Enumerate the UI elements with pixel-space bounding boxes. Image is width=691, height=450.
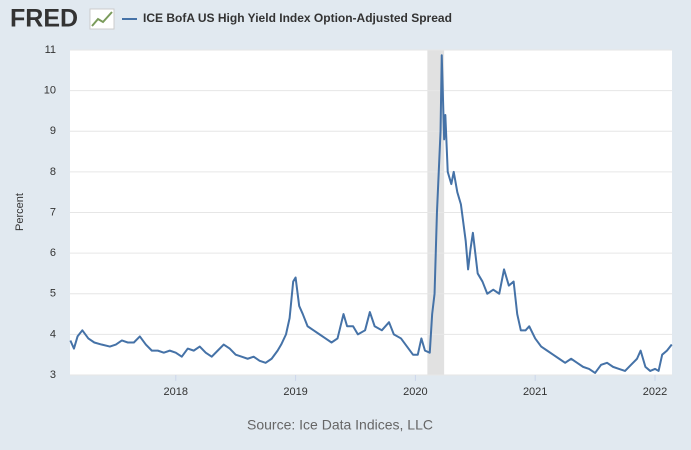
y-tick-label: 7 xyxy=(50,206,56,218)
y-tick-label: 6 xyxy=(50,247,56,259)
x-tick-label: 2021 xyxy=(523,386,547,398)
y-tick-label: 9 xyxy=(50,125,56,137)
data-line xyxy=(69,54,673,374)
x-tick-label: 2020 xyxy=(403,386,427,398)
source: Source: Ice Data Indices, LLC xyxy=(247,417,433,433)
y-tick-label: 8 xyxy=(50,166,56,178)
x-tick-label: 2019 xyxy=(283,386,307,398)
y-tick-label: 11 xyxy=(45,44,56,56)
brand-logo: FRED xyxy=(10,5,78,33)
legend-label: ICE BofA US High Yield Index Option-Adju… xyxy=(143,11,452,25)
y-tick-label: 3 xyxy=(50,369,56,381)
y-tick-label: 5 xyxy=(50,288,56,300)
logo-icon xyxy=(89,8,115,30)
x-tick-label: 2022 xyxy=(643,386,667,398)
x-tick-label: 2018 xyxy=(164,386,188,398)
y-tick-label: 10 xyxy=(44,85,56,97)
y-axis-label: Percent xyxy=(14,193,26,231)
y-tick-label: 4 xyxy=(50,328,56,340)
